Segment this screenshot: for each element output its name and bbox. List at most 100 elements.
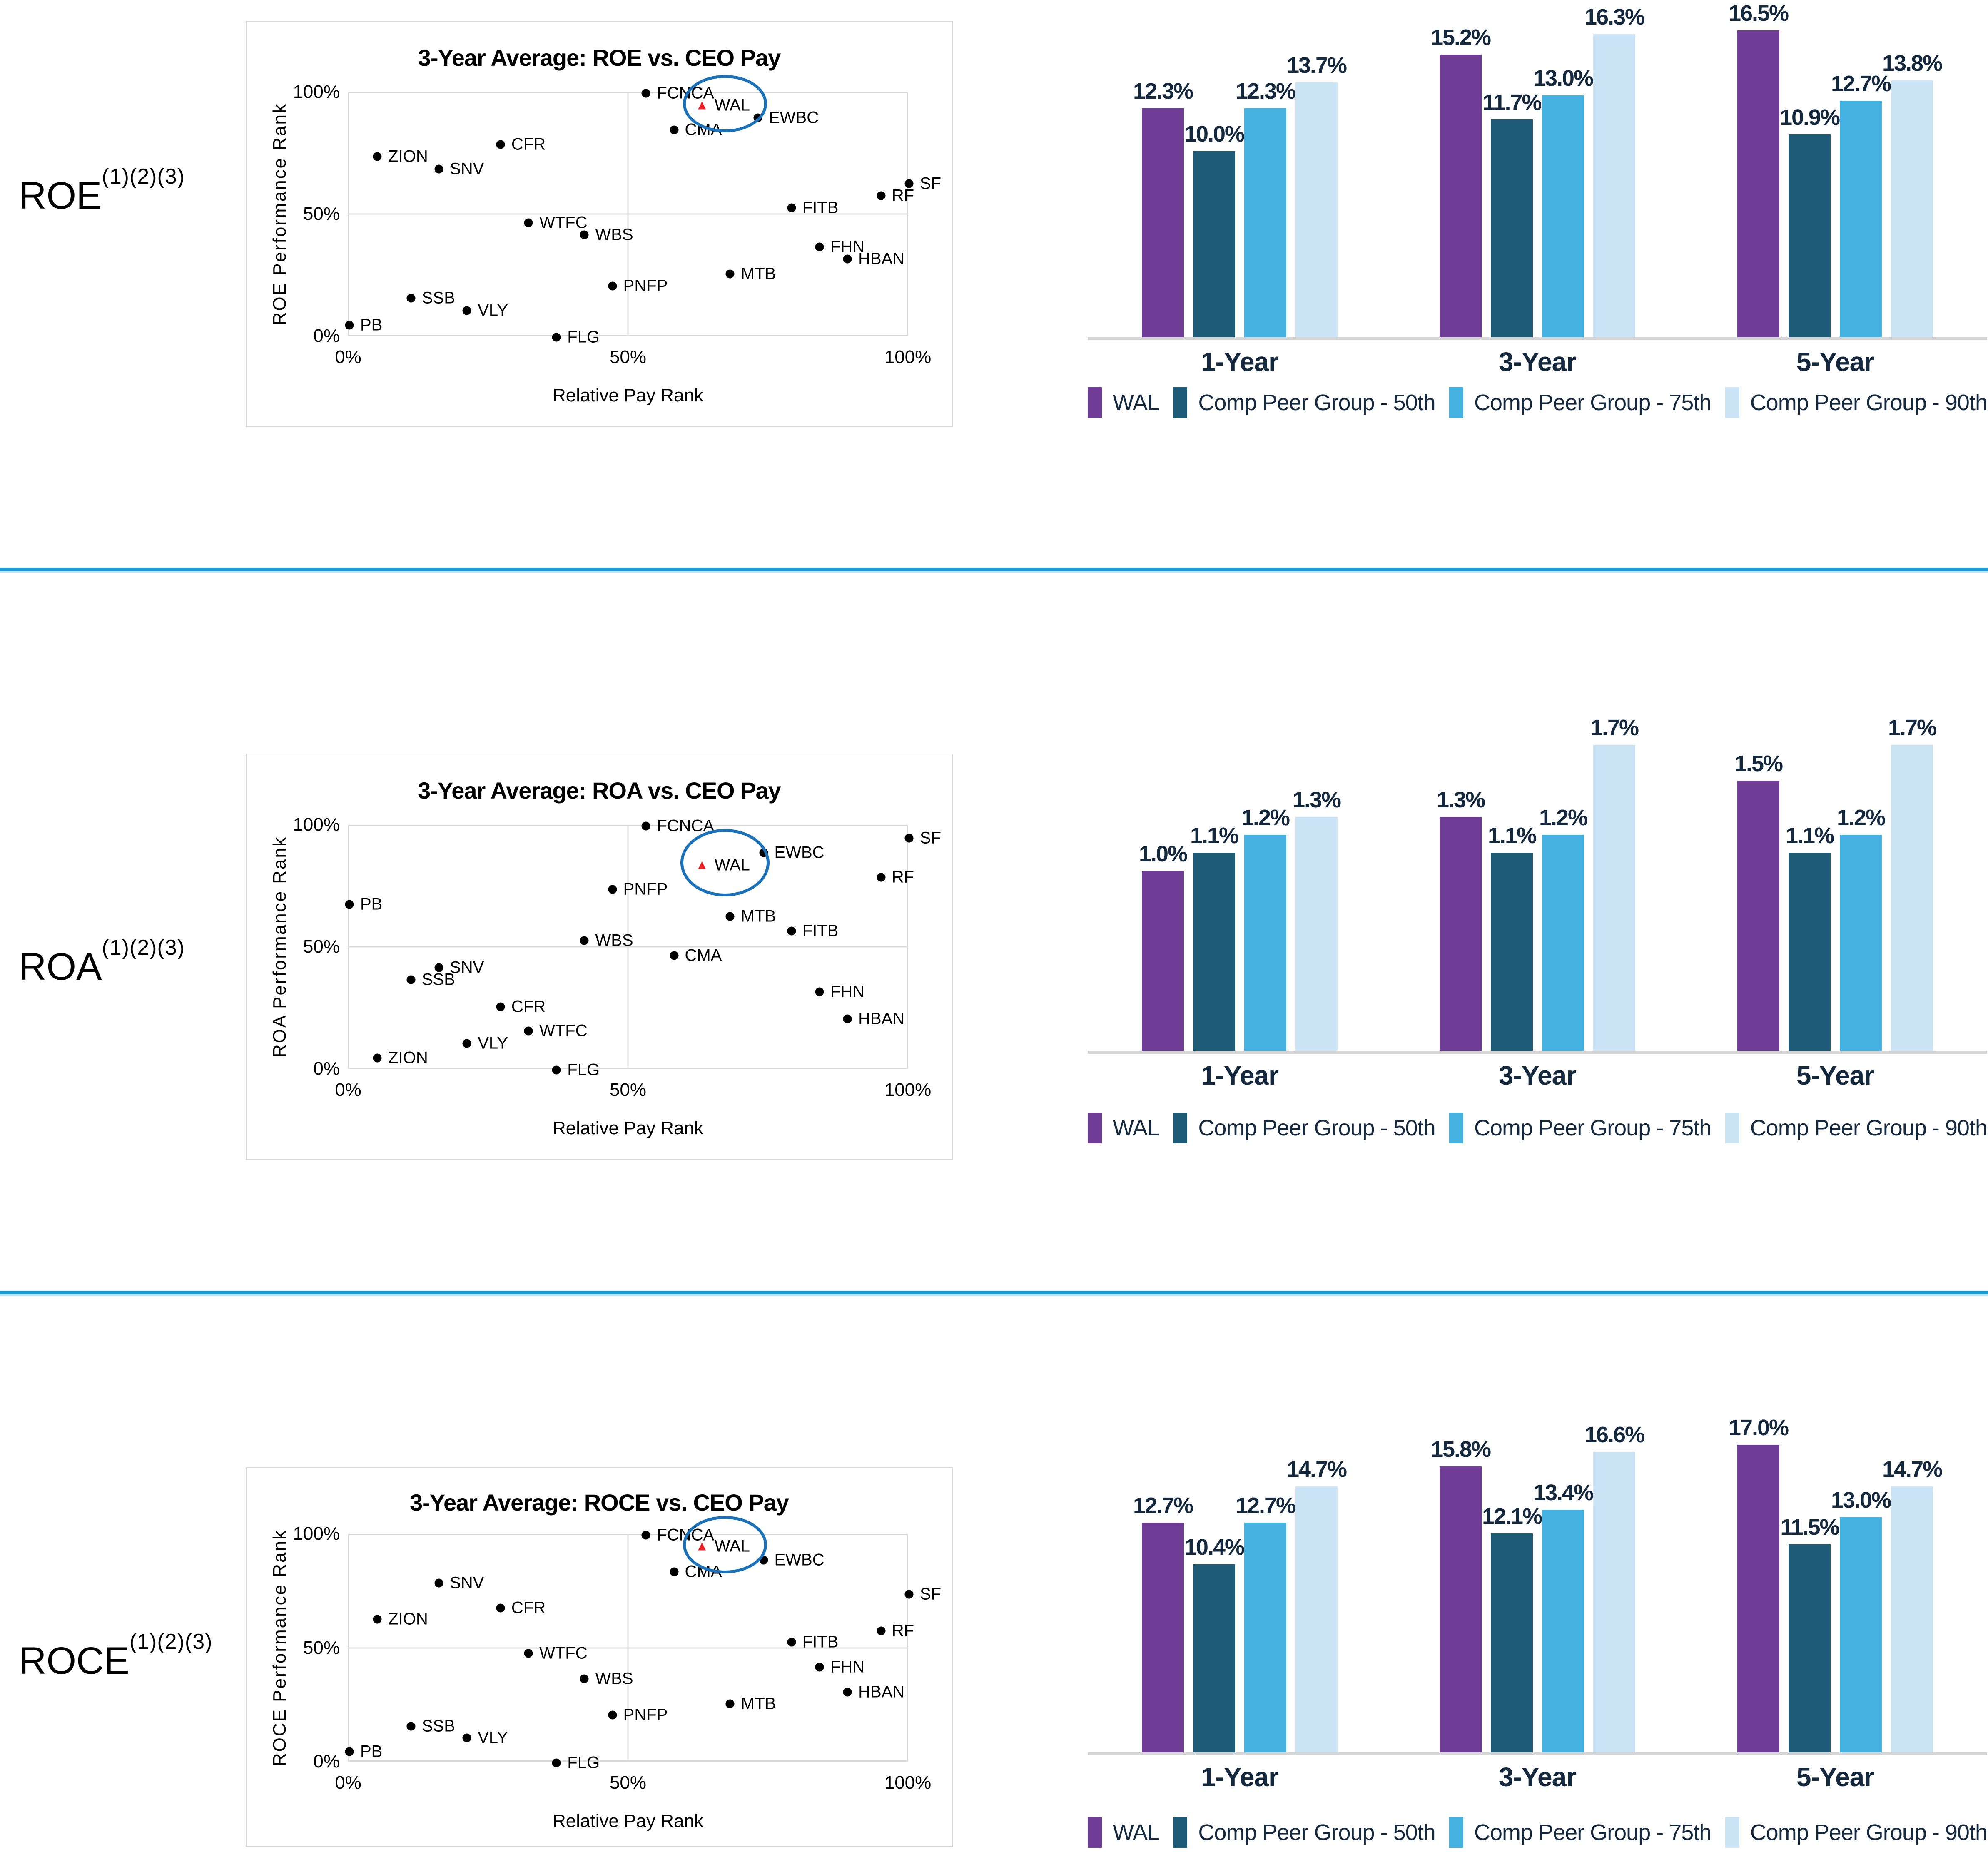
scatter-point-label: PB [360,895,383,914]
scatter-point-label: FITB [802,1633,839,1651]
scatter-point-label: FHN [830,237,865,256]
category-label: 5-Year [1796,1060,1874,1090]
bar-legend: WAL Comp Peer Group - 50th Comp Peer Group… [1088,1113,1988,1143]
scatter-point-label: FCNCA [657,816,715,835]
scatter-point-cfr [496,140,505,149]
legend-label: Comp Peer Group - 90th [1750,1820,1988,1845]
legend-item-comp-peer-group-50th: Comp Peer Group - 50th [1173,387,1436,418]
scatter-point-label: WTFC [539,213,588,232]
legend-swatch-icon [1088,1817,1102,1848]
bar-comp-peer-group-75th: 12.7% [1831,71,1891,337]
x-tick-label: 100% [884,347,932,367]
bar-group-1-year: 12.3% 10.0% 12.3% 13.7% [1133,4,1347,337]
scatter-point-cma [670,125,679,134]
scatter-point-hban [843,1688,852,1697]
scatter-point-label: MTB [740,264,776,283]
scatter-point-label: CMA [685,946,722,965]
highlight-marker-triangle: ▲ [695,1538,709,1554]
bar-wal: 17.0% [1729,1415,1789,1752]
roa-bar-chart: 1.0% 1.1% 1.2% 1.3% 1.3% 1.1% 1.2% 1.7% 1.5% 1.1%… [1088,571,1988,1291]
scatter-point-label: FLG [567,1753,600,1772]
category-label-row: 1-Year 3-Year 5-Year [1088,1762,1987,1792]
bar-wal: 12.3% [1133,79,1193,337]
scatter-title: 3-Year Average: ROE vs. CEO Pay [418,45,781,71]
scatter-point-cfr [496,1603,505,1613]
scatter-point-mtb [725,912,735,921]
bar-comp-peer-group-90th: 1.7% [1888,715,1937,1051]
bar-wal: 15.8% [1431,1437,1491,1752]
bar-value-label: 11.7% [1482,90,1542,115]
legend-item-wal: WAL [1088,1113,1160,1143]
scatter-title: 3-Year Average: ROA vs. CEO Pay [418,777,781,804]
bar-value-label: 12.7% [1133,1493,1193,1518]
scatter-point-sf [904,834,914,843]
legend-item-comp-peer-group-75th: Comp Peer Group - 75th [1449,1817,1711,1848]
scatter-point-label: FITB [802,921,839,940]
highlight-ellipse [683,75,767,133]
scatter-point-cma [670,951,679,960]
scatter-point-label: PNFP [623,276,668,295]
scatter-point-label: RF [892,868,914,886]
bar-value-label: 16.3% [1584,5,1645,30]
category-label-row: 1-Year 3-Year 5-Year [1088,346,1987,377]
bar-value-label: 17.0% [1728,1415,1789,1440]
legend-label: Comp Peer Group - 75th [1474,1115,1711,1140]
category-label: 1-Year [1201,1060,1279,1090]
bar-axis-baseline [1088,1051,1987,1054]
bar-value-label: 12.1% [1482,1504,1542,1529]
bar-value-label: 1.2% [1241,805,1290,830]
bar-comp-peer-group-75th: 13.0% [1533,66,1594,337]
scatter-point-vly [462,306,471,315]
bar-comp-peer-group-50th: 10.4% [1184,1535,1245,1752]
scatter-point-flg [552,333,561,342]
section-divider [0,568,1988,573]
roa-scatter-chart: 3-Year Average: ROA vs. CEO Pay ROA Perfo… [246,754,953,1160]
bar-value-label: 1.3% [1436,787,1485,812]
scatter-point-label: CFR [511,997,546,1016]
legend-swatch-icon [1449,387,1464,418]
highlight-ellipse [683,1516,767,1574]
bar-group-3-year: 15.2% 11.7% 13.0% 16.3% [1431,4,1645,337]
scatter-point-label: SSB [421,289,455,307]
legend-swatch-icon [1725,1817,1739,1848]
scatter-point-label: FITB [802,198,839,217]
scatter-point-label: FHN [830,982,865,1001]
scatter-point-sf [904,1590,914,1599]
y-tick-label: 50% [303,1637,340,1658]
legend-label: Comp Peer Group - 90th [1750,390,1988,415]
bar-value-label: 14.7% [1882,1457,1943,1482]
bar-value-label: 1.3% [1292,787,1341,812]
scatter-point-label: RF [892,186,914,205]
scatter-point-fhn [815,987,824,996]
y-tick-label: 0% [313,326,340,346]
x-axis-title: Relative Pay Rank [553,1118,703,1138]
legend-swatch-icon [1725,1113,1739,1143]
legend-item-comp-peer-group-90th: Comp Peer Group - 90th [1725,1817,1988,1848]
scatter-point-flg [552,1758,561,1767]
scatter-point-label: WBS [595,1669,633,1688]
scatter-point-label: VLY [478,301,508,320]
legend-item-comp-peer-group-90th: Comp Peer Group - 90th [1725,387,1988,418]
scatter-title: 3-Year Average: ROCE vs. CEO Pay [409,1489,789,1516]
x-tick-label: 100% [884,1080,932,1100]
metric-name: ROE [19,174,102,217]
bar-value-label: 16.6% [1584,1422,1645,1447]
bar-comp-peer-group-50th: 11.5% [1780,1515,1840,1752]
scatter-plot-area: FCNCA SF EWBC RF PNFP PB MTB FITB WBS CMA SNV SSB FH… [345,817,941,1079]
highlight-ellipse [680,829,770,896]
bar-comp-peer-group-75th: 13.4% [1533,1480,1594,1752]
metric-footnote-refs: (1)(2)(3) [102,164,185,189]
scatter-point-mtb [725,269,735,279]
bar-comp-peer-group-90th: 13.8% [1882,51,1943,337]
scatter-point-label: WBS [595,931,633,950]
category-label: 1-Year [1201,347,1279,377]
scatter-plot-area: FCNCA EWBC CMA SNV SF CFR ZION RF FITB WTFC FHN WBS… [345,1516,941,1772]
x-axis-title: Relative Pay Rank [553,385,703,406]
scatter-point-label: SSB [421,1717,455,1735]
bar-comp-peer-group-90th: 16.3% [1584,5,1645,337]
bar-value-label: 16.5% [1728,1,1789,26]
scatter-point-label: CFR [511,1598,546,1617]
scatter-point-label: VLY [478,1728,508,1747]
bar-value-label: 1.2% [1836,805,1886,830]
bar-group-5-year: 1.5% 1.1% 1.2% 1.7% [1734,715,1937,1051]
